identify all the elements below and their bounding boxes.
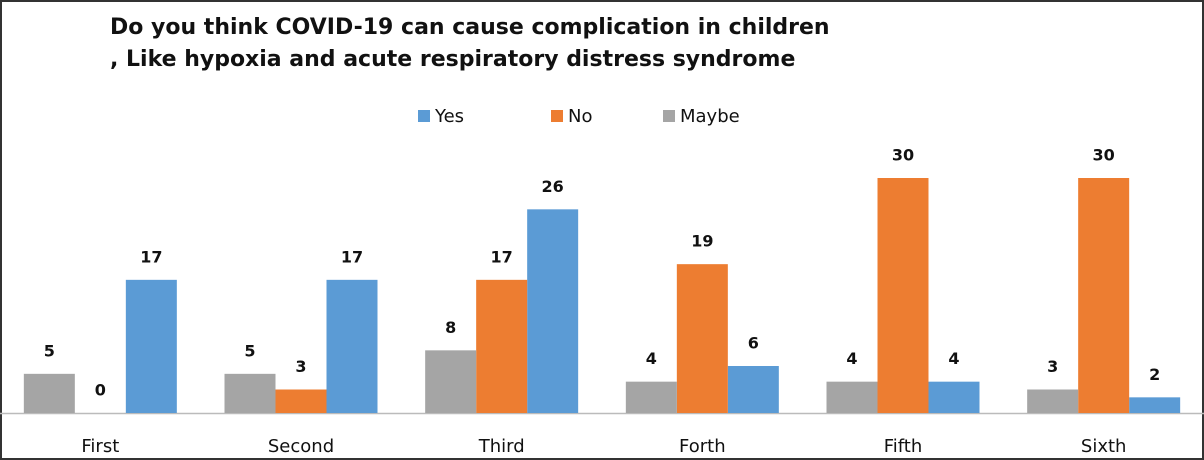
- x-tick-label: Fifth: [884, 436, 923, 457]
- bar: [826, 381, 878, 413]
- x-tick-label: Third: [478, 436, 525, 457]
- bar: [224, 373, 276, 413]
- data-label: 4: [846, 349, 857, 368]
- data-label: 4: [948, 349, 959, 368]
- data-label: 19: [691, 232, 713, 251]
- data-label: 8: [445, 318, 456, 337]
- legend-swatch: [663, 110, 675, 122]
- data-label: 6: [748, 334, 759, 353]
- legend-label: Maybe: [680, 106, 740, 127]
- bar: [476, 279, 528, 413]
- x-tick-label: First: [81, 436, 119, 457]
- legend-label: Yes: [434, 106, 464, 127]
- data-label: 17: [491, 247, 513, 266]
- x-tick-label: Sixth: [1081, 436, 1127, 457]
- x-tick-label: Second: [268, 436, 334, 457]
- data-label: 30: [892, 146, 914, 165]
- data-label: 26: [542, 177, 564, 196]
- bar: [625, 381, 677, 413]
- bar: [928, 381, 980, 413]
- bar: [275, 389, 327, 413]
- data-label: 5: [244, 341, 255, 360]
- bar: [676, 264, 728, 413]
- bar: [326, 279, 378, 413]
- bar: [527, 209, 579, 413]
- legend-swatch: [418, 110, 430, 122]
- bar: [125, 279, 177, 413]
- bar: [1129, 397, 1181, 413]
- bar: [425, 350, 477, 413]
- data-label: 5: [44, 341, 55, 360]
- data-label: 3: [295, 357, 306, 376]
- bar: [1027, 389, 1079, 413]
- chart-title: Do you think COVID-19 can cause complica…: [110, 15, 830, 40]
- data-label: 30: [1093, 146, 1115, 165]
- bar: [877, 178, 929, 413]
- bar: [1078, 178, 1130, 413]
- data-label: 17: [341, 247, 363, 266]
- legend-swatch: [551, 110, 563, 122]
- data-label: 0: [95, 381, 106, 400]
- chart-title: , Like hypoxia and acute respiratory dis…: [110, 47, 795, 72]
- legend-label: No: [568, 106, 592, 127]
- data-label: 3: [1047, 357, 1058, 376]
- x-tick-label: Forth: [679, 436, 726, 457]
- data-label: 17: [140, 247, 162, 266]
- data-label: 4: [646, 349, 657, 368]
- bar: [727, 366, 779, 413]
- bar: [23, 373, 75, 413]
- data-label: 2: [1149, 365, 1160, 384]
